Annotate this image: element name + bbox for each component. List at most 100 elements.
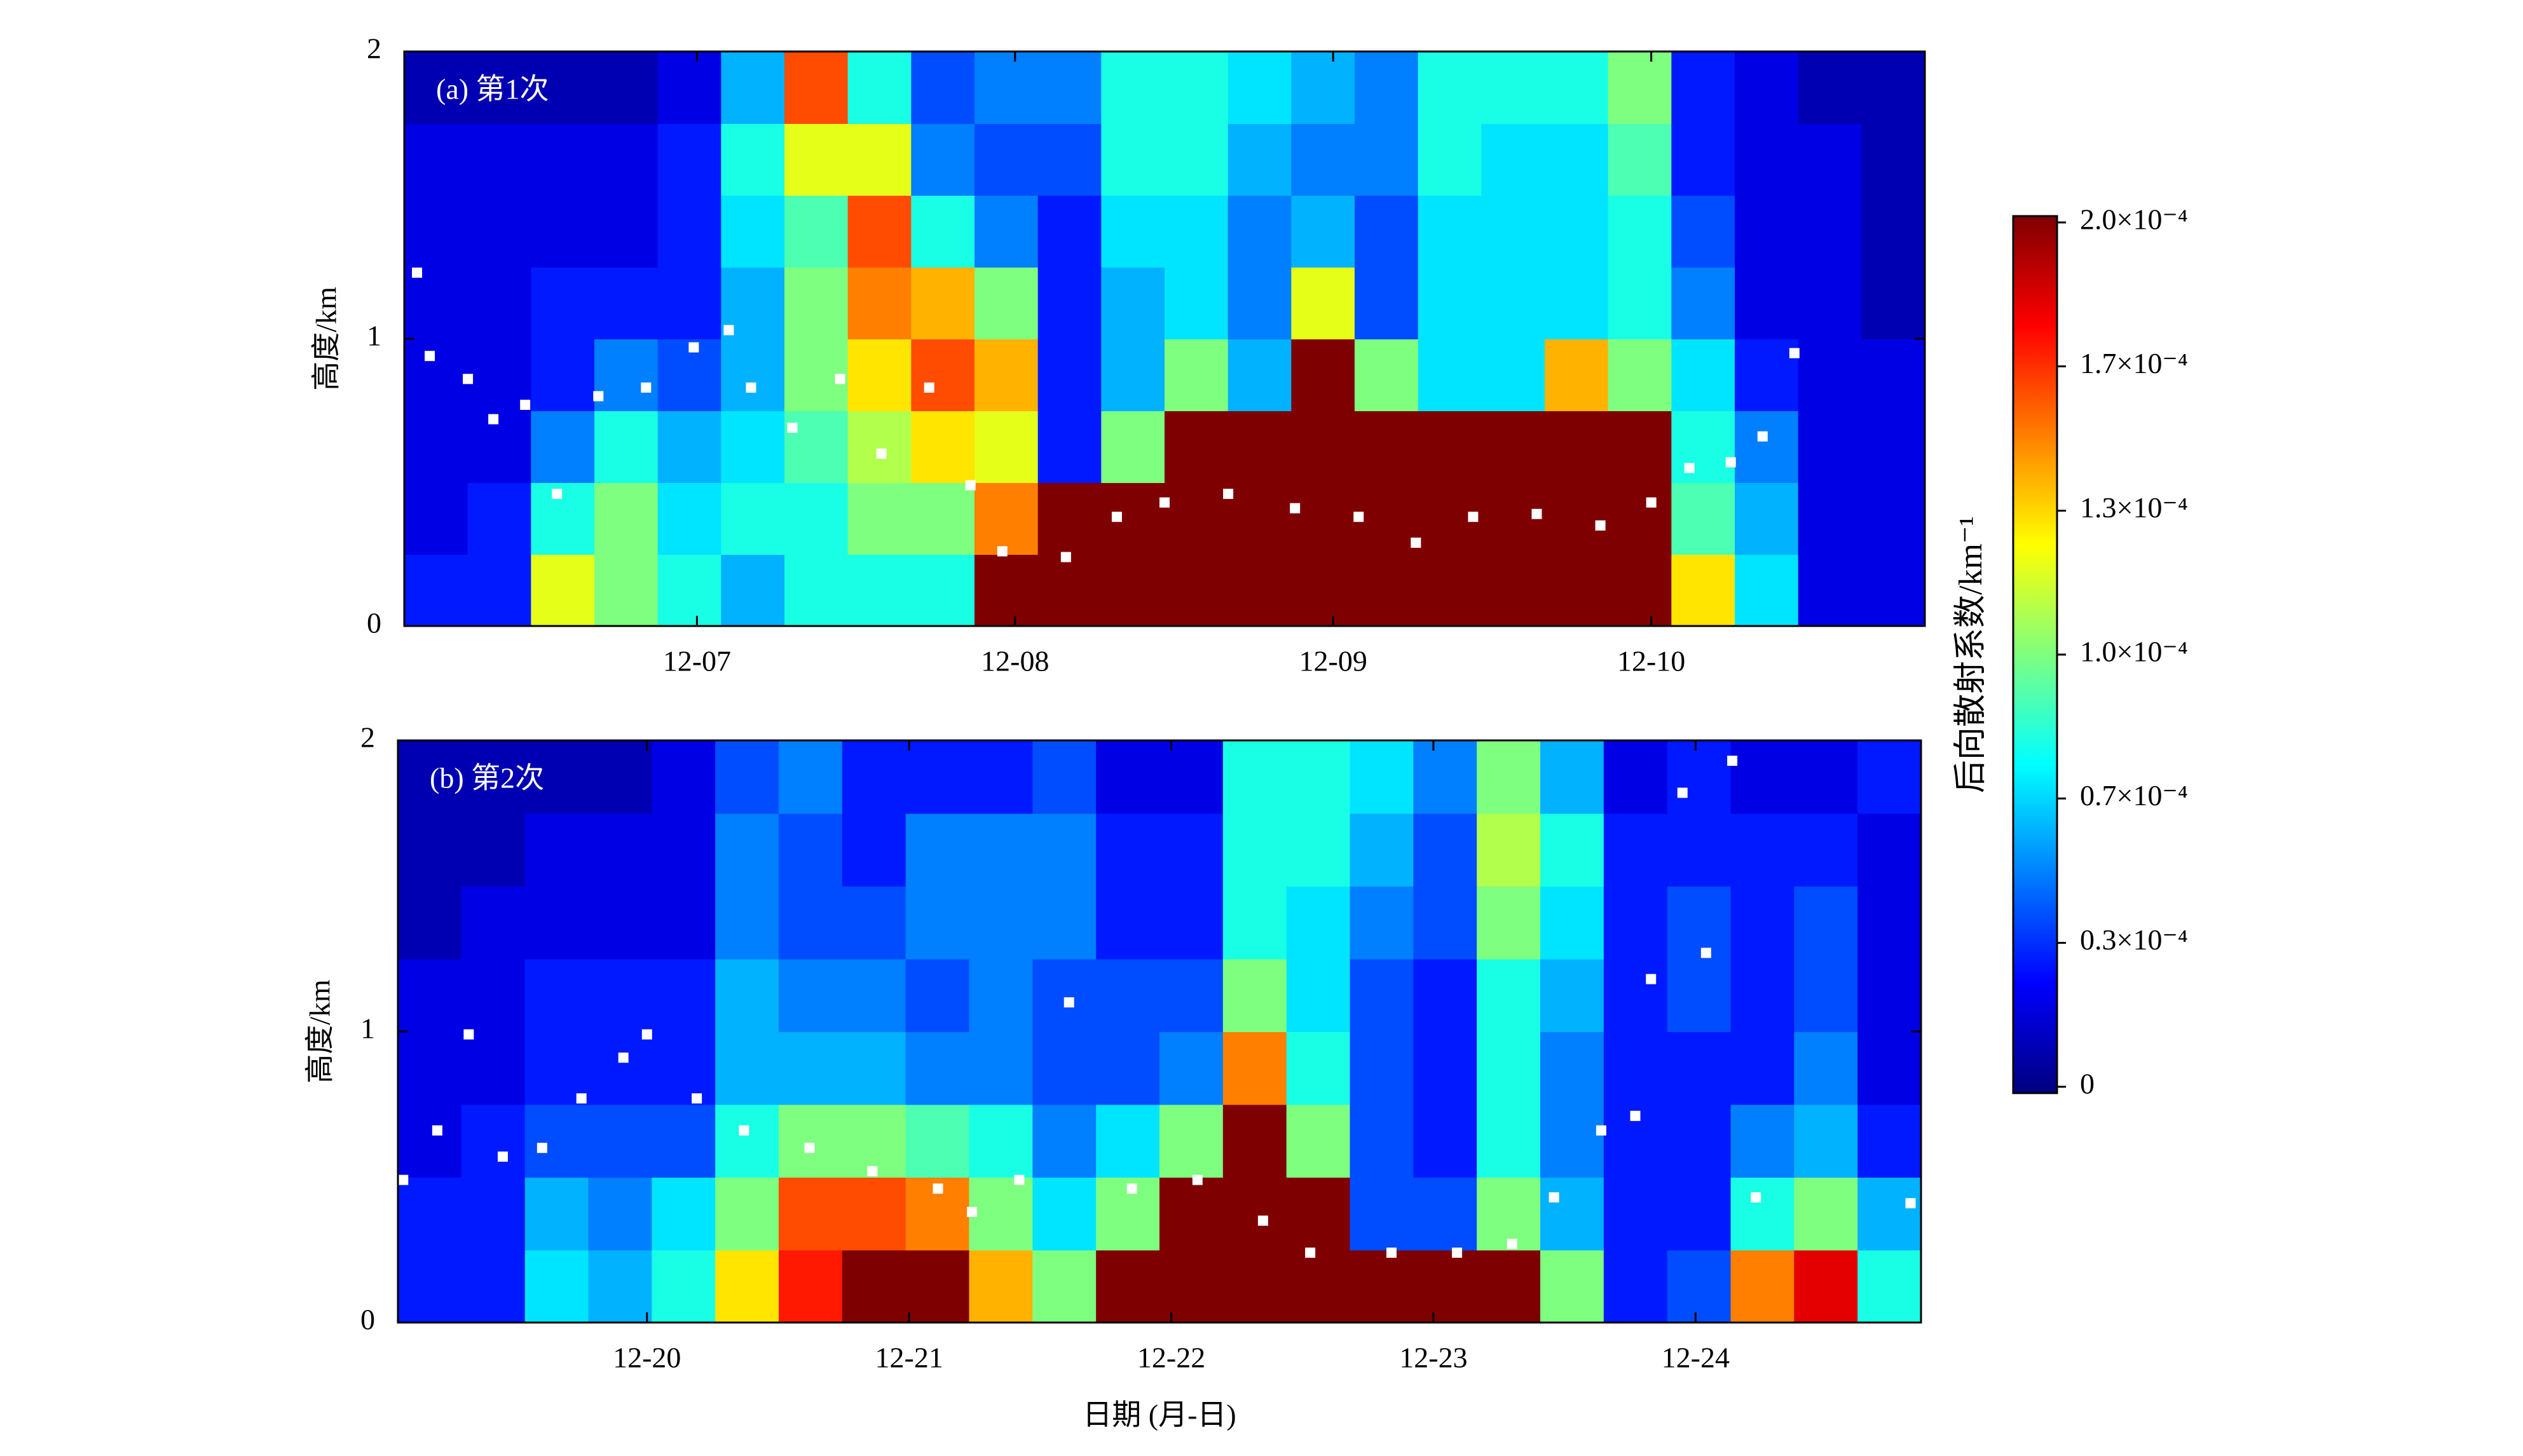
heatmap-cell	[652, 958, 716, 1032]
heatmap-cell	[1355, 267, 1419, 339]
boundary-layer-point	[432, 1125, 442, 1136]
boundary-layer-point	[463, 1029, 474, 1040]
boundary-layer-point	[552, 489, 563, 500]
heatmap-cell	[588, 813, 653, 887]
heatmap-cell	[1101, 267, 1165, 339]
heatmap-cell	[652, 886, 716, 960]
x-axis-label: 日期 (月-日)	[1083, 1399, 1236, 1431]
heatmap-cell	[1798, 51, 1863, 124]
heatmap-cell	[1413, 886, 1478, 960]
y-axis-label: 高度/km	[310, 287, 343, 391]
boundary-layer-point	[723, 325, 734, 336]
heatmap-cell	[1861, 482, 1925, 555]
heatmap-cell	[1477, 1249, 1541, 1323]
heatmap-cell	[404, 267, 468, 339]
heatmap-cell	[524, 740, 589, 814]
heatmap-cell	[1350, 1177, 1414, 1251]
heatmap-cell	[652, 813, 716, 887]
heatmap-cell	[1032, 1104, 1097, 1178]
heatmap-cell	[531, 195, 595, 268]
heatmap-cell	[1481, 554, 1545, 627]
heatmap-cell	[1291, 482, 1355, 555]
heatmap-cell	[524, 1031, 589, 1105]
heatmap-cell	[1481, 195, 1545, 268]
heatmap-cell	[1418, 411, 1482, 483]
heatmap-cell	[524, 1249, 589, 1323]
heatmap-cell	[1227, 267, 1292, 339]
colorbar-tick-label: 2.0×10⁻⁴	[2080, 203, 2188, 236]
heatmap-cell	[1037, 51, 1102, 124]
heatmap-cell	[1671, 195, 1735, 268]
heatmap-cell	[974, 51, 1039, 124]
heatmap-cell	[1227, 554, 1292, 627]
boundary-layer-point	[933, 1183, 943, 1194]
heatmap-cell	[905, 740, 970, 814]
heatmap-cell	[784, 482, 849, 555]
boundary-layer-point	[1646, 497, 1657, 508]
boundary-layer-point	[787, 423, 798, 433]
heatmap-cell	[842, 958, 906, 1032]
colorbar-tick-label: 1.0×10⁻⁴	[2080, 636, 2188, 668]
heatmap-cell	[715, 813, 779, 887]
heatmap-cell	[1540, 1249, 1604, 1323]
heatmap-cell	[1355, 339, 1419, 411]
heatmap-cell	[588, 740, 653, 814]
heatmap-cell	[657, 554, 722, 627]
heatmap-cell	[652, 1031, 716, 1105]
heatmap-cell	[404, 123, 468, 196]
colorbar-tick-label: 1.7×10⁻⁴	[2080, 347, 2188, 379]
heatmap-cell	[969, 1177, 1034, 1251]
y-tick-label: 1	[367, 320, 381, 352]
heatmap-cell	[1603, 958, 1668, 1032]
heatmap-cell	[842, 1031, 906, 1105]
y-tick-label: 2	[367, 32, 381, 65]
heatmap-cell	[531, 51, 595, 124]
boundary-layer-point	[1757, 431, 1768, 442]
heatmap-cell	[1037, 554, 1102, 627]
heatmap-cell	[911, 411, 975, 483]
heatmap-cell	[1730, 1104, 1795, 1178]
heatmap-cell	[531, 554, 595, 627]
boundary-layer-point	[1727, 756, 1738, 766]
heatmap-cell	[657, 123, 722, 196]
heatmap-cell	[657, 482, 722, 555]
boundary-layer-point	[497, 1151, 508, 1162]
heatmap-cell	[779, 886, 843, 960]
heatmap-cell	[715, 958, 779, 1032]
heatmap-cell	[652, 1249, 716, 1323]
heatmap-cell	[531, 482, 595, 555]
boundary-layer-point	[1452, 1248, 1463, 1258]
heatmap-cell	[1481, 267, 1545, 339]
heatmap-cell	[1159, 958, 1224, 1032]
heatmap-cell	[1608, 339, 1672, 411]
heatmap-cell	[1481, 123, 1545, 196]
heatmap-cell	[1227, 123, 1292, 196]
heatmap-cell	[1608, 482, 1672, 555]
heatmap-cell	[905, 1249, 970, 1323]
heatmap-cell	[588, 1104, 653, 1178]
heatmap-cell	[1603, 1031, 1668, 1105]
heatmap-cell	[1545, 339, 1609, 411]
heatmap-cell	[1603, 740, 1668, 814]
heatmap-cell	[531, 411, 595, 483]
boundary-layer-point	[1789, 348, 1800, 358]
heatmap-cell	[1101, 123, 1165, 196]
heatmap-cell	[1413, 1249, 1478, 1323]
heatmap-cell	[1735, 554, 1799, 627]
heatmap-cell	[1671, 267, 1735, 339]
heatmap-cell	[1222, 1104, 1287, 1178]
heatmap-cell	[1857, 886, 1922, 960]
heatmap-cell	[1413, 1031, 1478, 1105]
heatmap-cell	[1165, 123, 1229, 196]
heatmap-cell	[588, 1031, 653, 1105]
heatmap-cell	[842, 740, 906, 814]
heatmap-cell	[1286, 958, 1351, 1032]
heatmap-cell	[1540, 886, 1604, 960]
heatmap-cell	[594, 411, 659, 483]
heatmap-cell	[467, 411, 532, 483]
heatmap-cell	[1477, 1104, 1541, 1178]
heatmap-cell	[779, 958, 843, 1032]
heatmap-cell	[1861, 411, 1925, 483]
heatmap-cell	[969, 958, 1034, 1032]
